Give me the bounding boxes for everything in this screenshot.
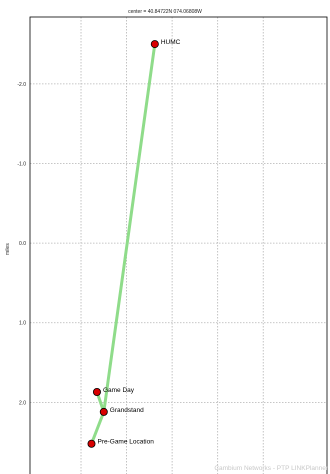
link-line: [89, 410, 106, 446]
y-tick-label: -1.0: [17, 161, 26, 167]
site-marker: [150, 40, 159, 49]
y-tick-label: -2.0: [17, 82, 26, 88]
site-label: Pre-Game Location: [97, 439, 154, 446]
site-label: Grandstand: [110, 407, 144, 414]
link-lines: [89, 42, 157, 446]
plot-frame: [29, 16, 328, 474]
link-line: [102, 42, 157, 414]
site-marker: [99, 407, 108, 416]
site-marker: [92, 387, 101, 396]
site-markers: HUMC Game Day Grandstand Pre-Game Location: [87, 39, 181, 448]
y-axis-label: miles: [5, 243, 11, 255]
site-marker: [87, 439, 96, 448]
chart-title: center = 40.84722N 074.06808W: [128, 9, 202, 15]
grid-layer: [30, 17, 327, 474]
site-label: Game Day: [103, 387, 135, 394]
site-label: HUMC: [161, 39, 181, 46]
y-tick-label: 1.0: [19, 321, 26, 327]
y-tick-label: 0.0: [19, 241, 26, 247]
footer-credit: Cambium Networks - PTP LINKPlanner: [214, 465, 328, 472]
y-tick-label: 2.0: [19, 400, 26, 406]
y-tick-labels: -2.0 -1.0 0.0 1.0 2.0: [17, 82, 26, 406]
